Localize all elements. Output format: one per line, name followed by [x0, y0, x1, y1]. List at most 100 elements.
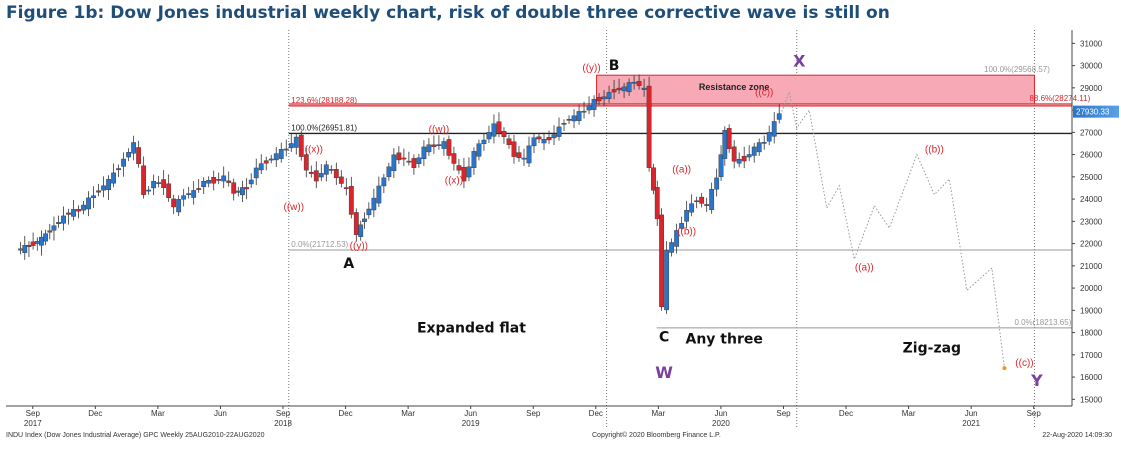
candle-body	[278, 149, 284, 159]
candle-body	[226, 180, 232, 183]
candle-body	[391, 154, 397, 172]
candle-body	[501, 131, 507, 137]
candle-body	[561, 123, 567, 125]
candle-body	[66, 212, 71, 215]
candle-body	[521, 157, 527, 160]
candle-body	[718, 154, 724, 178]
chart-title: Figure 1b: Dow Jones industrial weekly c…	[6, 3, 890, 23]
candle-body	[531, 137, 537, 147]
candle-body	[43, 233, 49, 242]
x-year-label: 2019	[462, 419, 480, 428]
candle-body	[313, 170, 319, 182]
candle-body	[196, 188, 202, 190]
candle-body	[181, 195, 187, 200]
x-tick-label: Sep	[526, 409, 541, 418]
candle-body	[30, 241, 36, 246]
pattern-label: B	[609, 58, 620, 74]
footer-timestamp: 22-Aug-2020 14:09:30	[1042, 432, 1112, 439]
candle-body	[406, 160, 412, 163]
candle-body	[258, 163, 264, 171]
fib-level-label: 0.0%(18213.65)	[1014, 318, 1071, 327]
wave-label: ((y))	[582, 63, 600, 74]
candle-body	[476, 143, 482, 157]
candle-body	[151, 181, 157, 189]
candle-body	[328, 169, 334, 171]
candle-body	[626, 82, 632, 93]
candle-body	[746, 154, 752, 158]
candle-body	[511, 141, 517, 157]
candle-body	[536, 136, 542, 140]
resistance-zone-label: Resistance zone	[699, 82, 770, 92]
candle-body	[751, 146, 757, 156]
x-tick-label: Sep	[276, 409, 291, 418]
candle-body	[664, 250, 670, 311]
candle-body	[171, 198, 177, 208]
candle-body	[216, 179, 222, 181]
wave-label: ((c))	[755, 88, 773, 99]
pattern-label: Any three	[685, 332, 762, 348]
candle-body	[283, 148, 289, 151]
candle-body	[551, 134, 557, 139]
y-tick-label: 19000	[1080, 306, 1103, 315]
candle-body	[263, 160, 269, 164]
candle-body	[253, 167, 259, 179]
candle-body	[26, 245, 32, 248]
candle-body	[679, 223, 685, 229]
last-price-label: 27930.33	[1076, 108, 1110, 117]
x-tick-label: Jun	[714, 409, 727, 418]
candle-body	[421, 146, 427, 160]
x-tick-label: Dec	[88, 409, 102, 418]
y-tick-label: 24000	[1080, 195, 1103, 204]
candle-body	[441, 141, 447, 149]
candle-body	[186, 193, 192, 195]
candle-body	[699, 196, 705, 204]
candle-body	[71, 209, 76, 217]
candle-body	[191, 190, 197, 198]
candle-body	[76, 209, 81, 212]
candle-body	[646, 85, 652, 168]
last-price-tag	[1073, 105, 1119, 118]
wave-label: ((y))	[350, 241, 368, 252]
wave-degree-label: X	[793, 52, 806, 71]
candle-body	[581, 110, 587, 113]
candle-body	[674, 230, 680, 247]
candle-body	[81, 204, 86, 211]
wave-label: ((a))	[672, 164, 691, 175]
candle-body	[526, 145, 532, 164]
candle-body	[689, 203, 695, 213]
candle-body	[34, 241, 40, 244]
candle-body	[136, 147, 142, 164]
candle-body	[303, 154, 309, 171]
x-year-label: 2020	[712, 419, 730, 428]
x-tick-label: Sep	[776, 409, 791, 418]
candle-body	[766, 132, 772, 142]
candle-body	[91, 195, 96, 199]
candle-body	[606, 92, 612, 99]
candle-body	[714, 177, 720, 190]
footer-copyright: Copyright© 2020 Bloomberg Finance L.P.	[592, 431, 721, 439]
candle-body	[396, 152, 402, 161]
candle-body	[516, 152, 522, 159]
candle-body	[651, 167, 656, 191]
candle-body	[371, 197, 377, 211]
candle-body	[636, 80, 642, 86]
candle-body	[96, 190, 101, 193]
candle-body	[669, 242, 675, 253]
candle-body	[436, 144, 442, 146]
candle-body	[466, 166, 472, 178]
candle-body	[298, 134, 304, 157]
candle-body	[366, 208, 372, 216]
x-tick-label: Mar	[151, 409, 165, 418]
candle-body	[736, 158, 742, 164]
y-tick-label: 15000	[1080, 395, 1103, 404]
x-year-label: 2018	[274, 419, 292, 428]
candle-body	[176, 199, 182, 213]
candle-body	[39, 236, 44, 246]
candle-body	[496, 121, 502, 134]
candle-body	[756, 142, 762, 153]
candle-body	[722, 130, 728, 159]
candle-body	[201, 181, 207, 188]
candle-body	[22, 245, 28, 253]
resistance-zone	[596, 74, 1035, 105]
